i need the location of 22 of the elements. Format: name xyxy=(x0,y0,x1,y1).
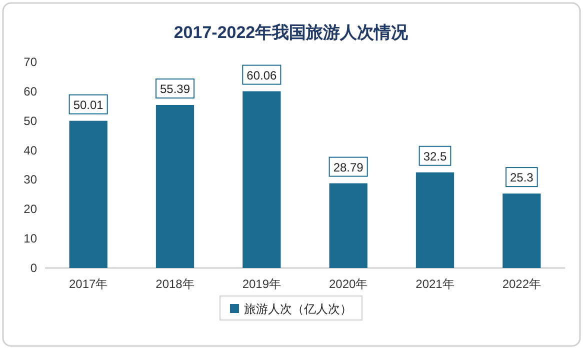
y-tick-label: 20 xyxy=(24,202,38,216)
legend-label: 旅游人次（亿人次） xyxy=(244,302,352,316)
x-tick-label: 2022年 xyxy=(502,277,542,291)
y-tick-label: 30 xyxy=(24,172,38,187)
y-tick-label: 0 xyxy=(30,261,38,275)
x-tick-label: 2020年 xyxy=(328,277,368,291)
y-tick-label: 50 xyxy=(24,114,38,128)
chart-title: 2017-2022年我国旅游人次情况 xyxy=(174,23,410,42)
y-tick-label: 70 xyxy=(24,55,38,69)
y-tick-label: 60 xyxy=(24,84,38,98)
data-label: 28.79 xyxy=(333,160,364,174)
x-tick-label: 2019年 xyxy=(242,277,282,291)
y-tick-label: 10 xyxy=(24,232,38,246)
data-label: 60.06 xyxy=(246,68,278,82)
data-label: 32.5 xyxy=(423,149,447,164)
x-tick-label: 2018年 xyxy=(156,277,194,291)
data-label: 50.01 xyxy=(73,98,104,112)
y-tick-label: 40 xyxy=(24,143,38,158)
data-label: 55.39 xyxy=(160,82,190,96)
data-label: 25.3 xyxy=(510,170,534,185)
x-tick-label: 2021年 xyxy=(416,277,454,291)
x-tick-label: 2017年 xyxy=(68,277,108,291)
